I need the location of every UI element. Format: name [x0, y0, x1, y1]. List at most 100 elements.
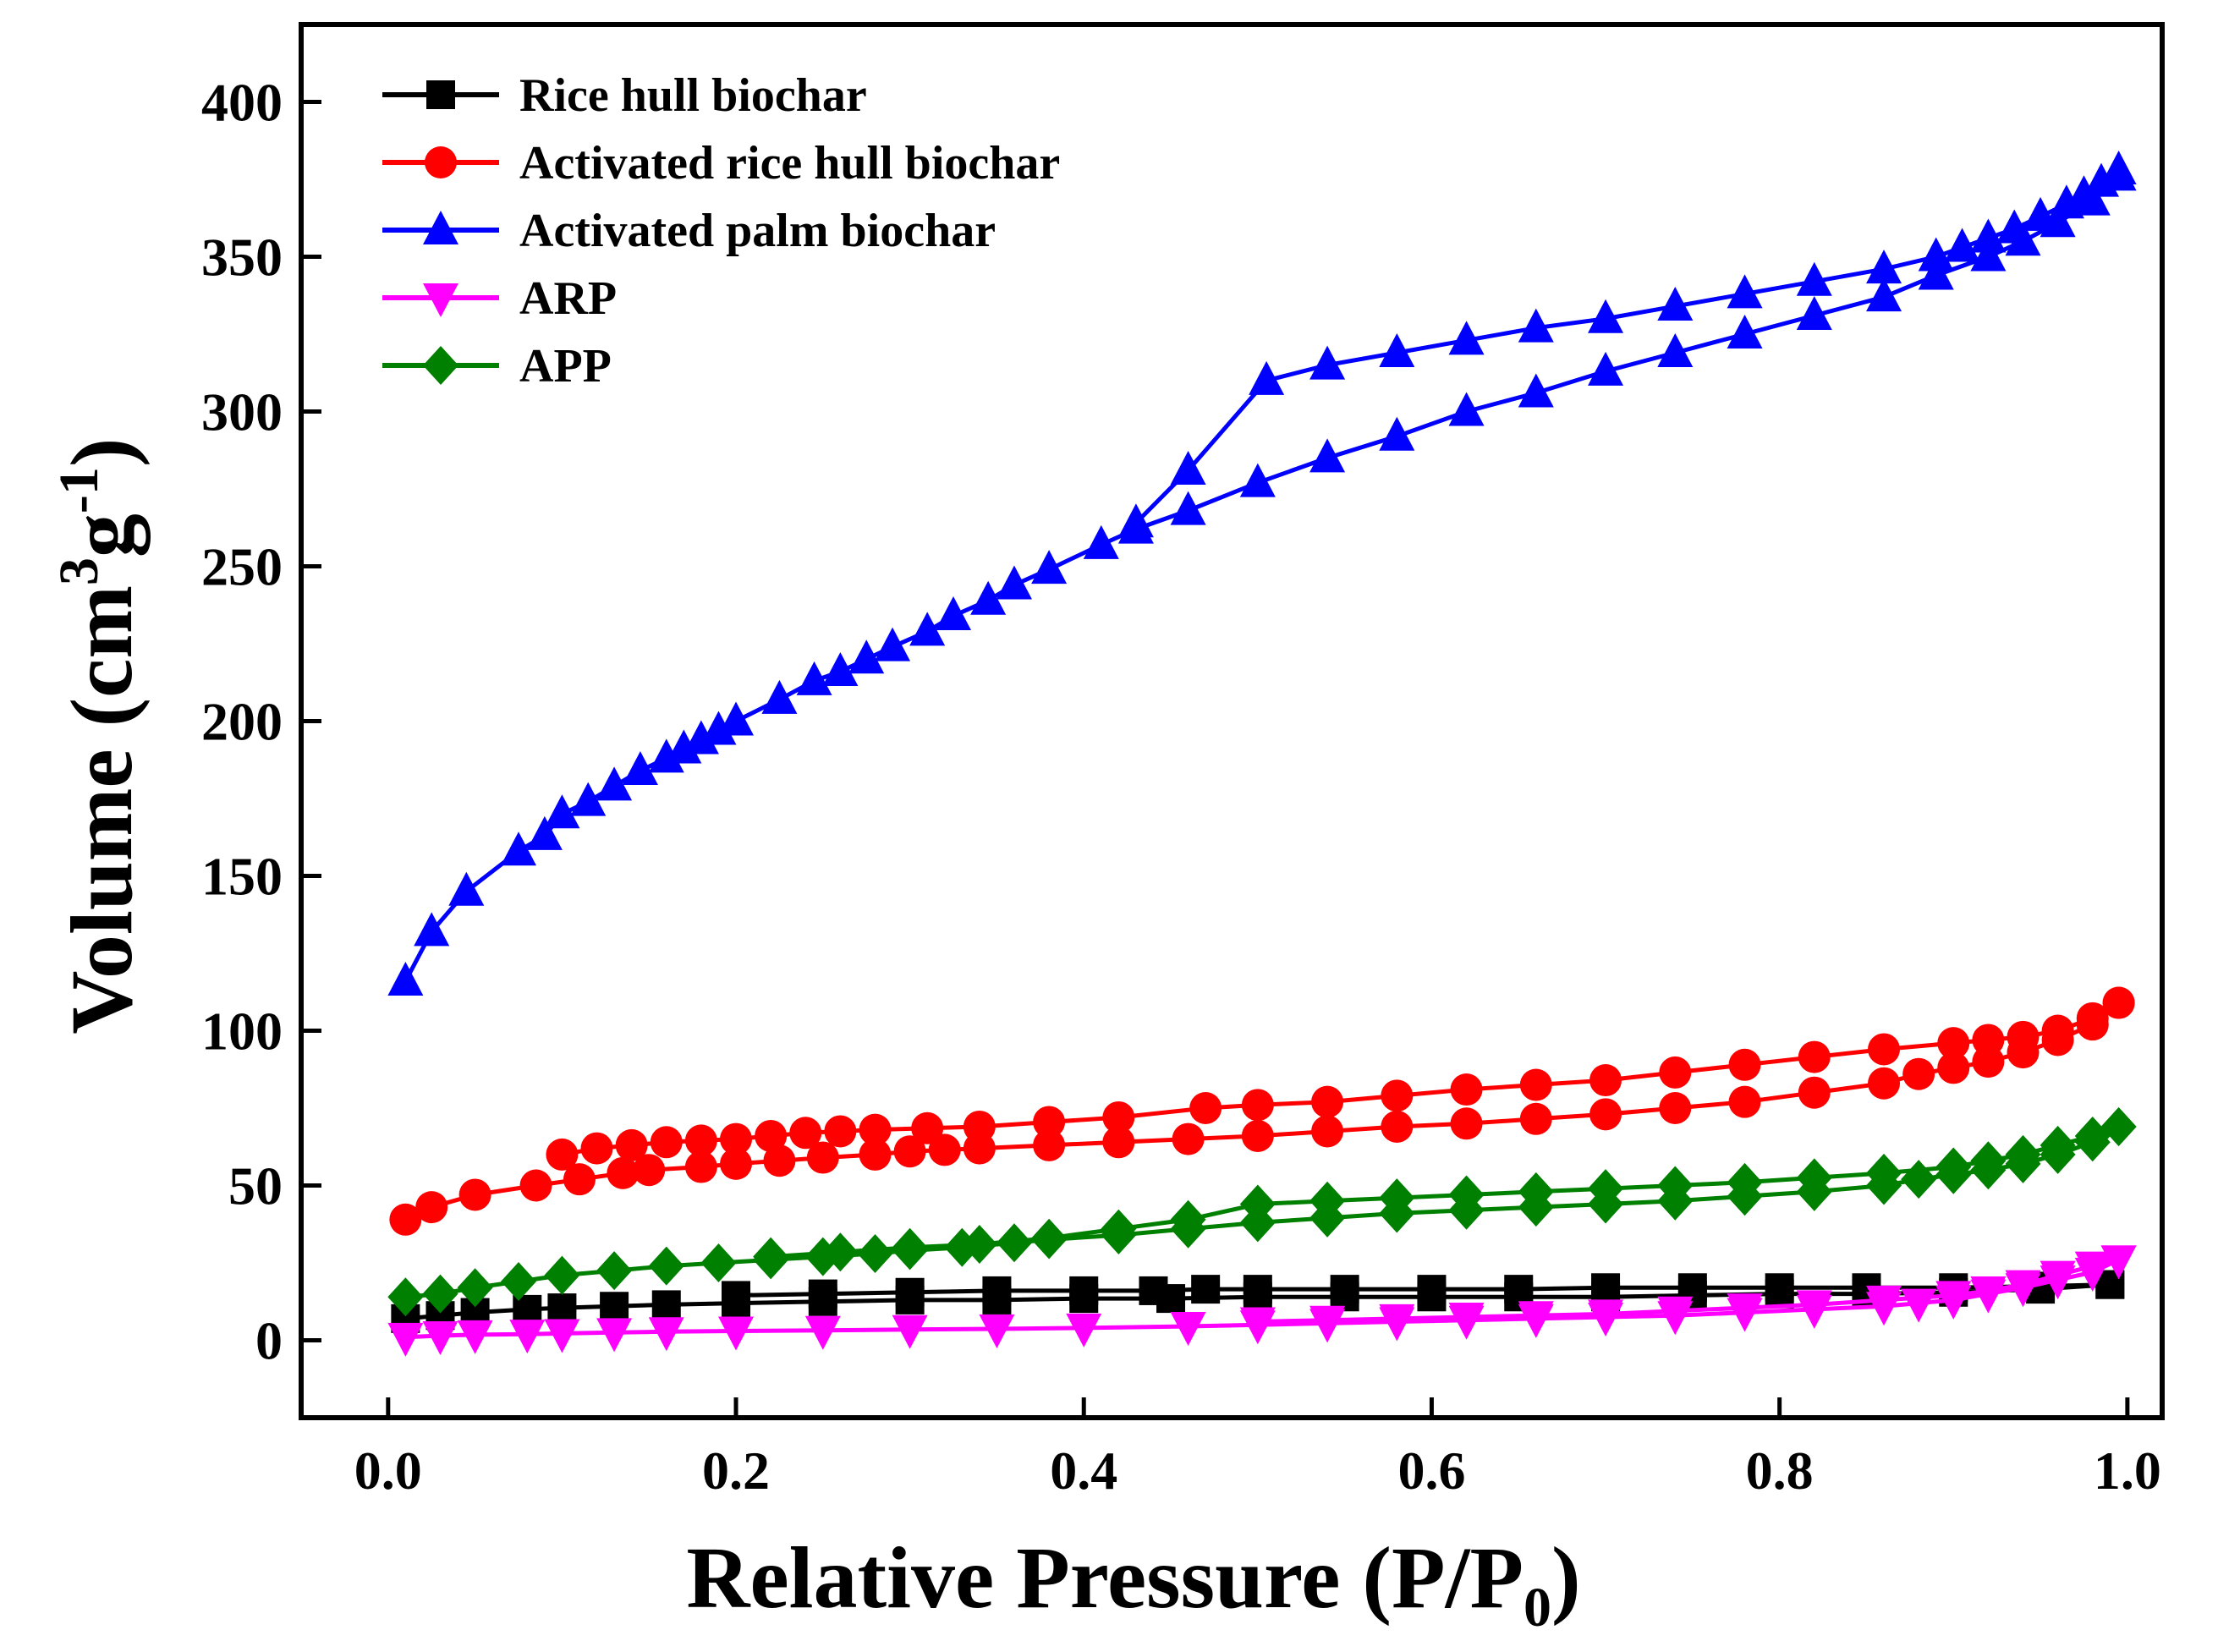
adsorption-point	[1588, 351, 1624, 386]
adsorption-point	[1518, 373, 1554, 408]
desorption-point	[755, 1119, 788, 1152]
desorption-point	[1309, 1181, 1346, 1221]
desorption-point	[1450, 1073, 1483, 1106]
adsorption-point	[796, 661, 832, 695]
legend: Rice hull biochar Activated rice hull bio…	[382, 69, 1060, 392]
adsorption-line	[405, 1124, 2120, 1299]
x-tick-label: 1.0	[2094, 1441, 2161, 1501]
desorption-point	[1239, 1307, 1276, 1342]
desorption-point	[1796, 1290, 1832, 1325]
legend-marker	[423, 211, 458, 244]
desorption-line	[1257, 1257, 2120, 1324]
y-axis-title-close: )	[53, 437, 151, 467]
desorption-point	[1170, 451, 1206, 486]
desorption-point	[1239, 1184, 1276, 1224]
desorption-point	[722, 1281, 751, 1310]
adsorption-point	[1868, 1067, 1901, 1100]
desorption-point	[961, 1225, 997, 1265]
y-axis-title-mid: g	[53, 513, 151, 557]
adsorption-point	[1172, 1122, 1205, 1155]
desorption-point	[2102, 986, 2135, 1019]
desorption-point	[1727, 274, 1763, 309]
desorption-point	[1728, 1048, 1761, 1081]
x-axis-title-subscript: 0	[1524, 1577, 1551, 1638]
adsorption-point	[519, 1169, 552, 1202]
y-axis-title-sup2: -1	[48, 467, 110, 513]
y-tick-label: 400	[201, 73, 283, 133]
legend-item: APP	[382, 340, 612, 392]
desorption-point	[1727, 1162, 1763, 1202]
adsorption-point	[1450, 1107, 1483, 1140]
y-axis-title-main: Volume (cm	[53, 585, 151, 1035]
desorption-point	[1796, 1158, 1832, 1198]
adsorption-point	[859, 1138, 892, 1171]
desorption-point	[1937, 1027, 1970, 1060]
adsorption-point	[544, 1319, 580, 1353]
desorption-point	[1944, 228, 1980, 262]
desorption-point	[789, 1117, 822, 1150]
adsorption-point	[387, 1277, 424, 1317]
desorption-point	[2083, 162, 2120, 197]
desorption-point	[1102, 1100, 1135, 1133]
adsorption-point	[979, 1314, 1015, 1348]
desorption-point	[1996, 209, 2033, 244]
adsorption-point	[718, 1316, 755, 1351]
desorption-point	[2040, 1125, 2076, 1165]
desorption-point	[1379, 332, 1415, 367]
legend-item: Rice hull biochar	[382, 69, 867, 122]
adsorption-point	[458, 1178, 491, 1211]
desorption-point	[1657, 287, 1694, 321]
legend-label: Activated rice hull biochar	[519, 137, 1060, 189]
adsorption-point	[1309, 438, 1346, 473]
adsorption-point	[1239, 463, 1276, 497]
adsorption-point	[970, 580, 1007, 615]
adsorption-point	[1448, 392, 1485, 426]
adsorption-point	[1083, 524, 1119, 559]
adsorption-point	[1902, 1057, 1935, 1090]
legend-label: APP	[519, 340, 612, 392]
adsorption-point	[387, 1322, 424, 1357]
adsorption-point	[1170, 491, 1206, 525]
desorption-point	[1518, 1172, 1554, 1211]
adsorption-point	[501, 831, 537, 866]
desorption-point	[615, 1128, 648, 1161]
y-tick-label: 300	[201, 382, 283, 442]
desorption-point	[2040, 1260, 2076, 1295]
desorption-point	[1518, 1301, 1554, 1336]
y-axis-title: Volume (cm3g-1)	[48, 437, 151, 1034]
desorption-point	[911, 1111, 944, 1144]
y-tick-label: 200	[201, 692, 283, 752]
adsorption-point	[822, 651, 859, 686]
adsorption-point	[1381, 1110, 1414, 1143]
desorption-point	[1866, 1153, 1902, 1193]
adsorption-point	[607, 1156, 640, 1189]
adsorption-point	[414, 912, 450, 947]
desorption-point	[1868, 1033, 1901, 1066]
desorption-point	[1243, 1275, 1272, 1304]
desorption-point	[963, 1110, 996, 1143]
series-arp	[387, 1245, 2137, 1357]
legend-marker	[426, 80, 455, 109]
desorption-point	[720, 1122, 753, 1155]
adsorption-point	[1033, 1128, 1066, 1161]
desorption-point	[1139, 1276, 1168, 1305]
desorption-point	[1241, 1089, 1274, 1122]
adsorption-point	[761, 679, 798, 714]
adsorption-point	[683, 720, 719, 755]
desorption-point	[2005, 1134, 2041, 1174]
desorption-point	[1448, 321, 1485, 355]
adsorption-point	[422, 1274, 458, 1314]
adsorption-point	[596, 1318, 633, 1353]
desorption-point	[1935, 1281, 1972, 1315]
desorption-point	[2005, 1270, 2041, 1304]
desorption-point	[1589, 1064, 1622, 1097]
desorption-point	[2100, 1245, 2137, 1280]
adsorption-point	[1241, 1119, 1274, 1152]
adsorption-point	[804, 1315, 841, 1350]
desorption-point	[1659, 1056, 1692, 1089]
adsorption-point	[422, 1321, 458, 1356]
adsorption-point	[1918, 255, 1954, 290]
x-tick-label: 0.2	[702, 1441, 770, 1501]
desorption-point	[1117, 503, 1154, 538]
series-app	[387, 1106, 2137, 1317]
